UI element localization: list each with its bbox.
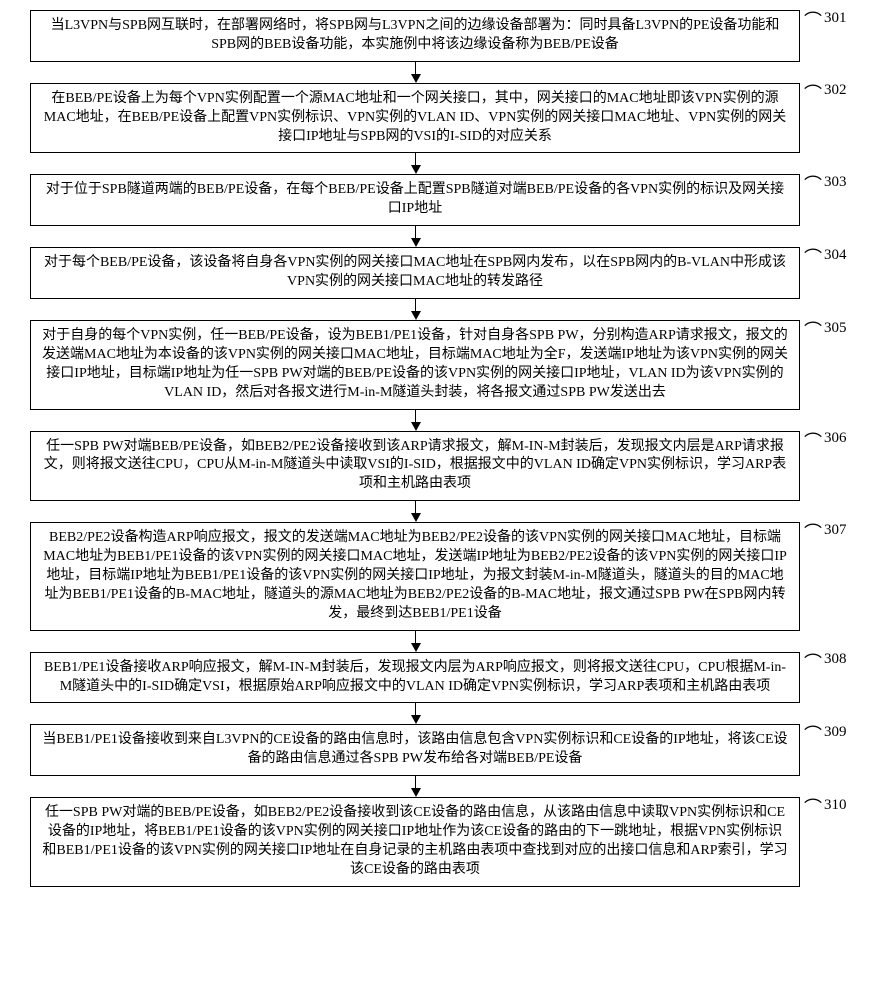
step-row-307: BEB2/PE2设备构造ARP响应报文，报文的发送端MAC地址为BEB2/PE2… <box>20 522 851 630</box>
arrow-line <box>415 410 417 422</box>
step-row-309: 当BEB1/PE1设备接收到来自L3VPN的CE设备的路由信息时，该路由信息包含… <box>20 724 851 776</box>
step-number-308: 308 <box>824 651 847 668</box>
step-label-wrap-301: ⌒301 <box>804 10 847 30</box>
step-row-301: 当L3VPN与SPB网互联时，在部署网络时，将SPB网与L3VPN之间的边缘设备… <box>20 10 851 62</box>
arrow-down-icon <box>411 226 421 247</box>
brace-icon: ⌒ <box>804 726 822 744</box>
arrow-down-icon <box>411 299 421 320</box>
step-number-307: 307 <box>824 522 847 539</box>
arrow-head-icon <box>411 788 421 797</box>
step-number-310: 310 <box>824 797 847 814</box>
brace-icon: ⌒ <box>804 12 822 30</box>
arrow-head-icon <box>411 311 421 320</box>
step-number-304: 304 <box>824 247 847 264</box>
step-number-306: 306 <box>824 430 847 447</box>
step-label-wrap-302: ⌒302 <box>804 83 847 103</box>
step-row-302: 在BEB/PE设备上为每个VPN实例配置一个源MAC地址和一个网关接口，其中，网… <box>20 83 851 154</box>
step-box-305: 对于自身的每个VPN实例，任一BEB/PE设备，设为BEB1/PE1设备，针对自… <box>30 320 800 410</box>
step-box-308: BEB1/PE1设备接收ARP响应报文，解M-IN-M封装后，发现报文内层为AR… <box>30 652 800 704</box>
step-label-wrap-305: ⌒305 <box>804 320 847 340</box>
step-box-310: 任一SPB PW对端的BEB/PE设备，如BEB2/PE2设备接收到该CE设备的… <box>30 797 800 887</box>
step-row-303: 对于位于SPB隧道两端的BEB/PE设备，在每个BEB/PE设备上配置SPB隧道… <box>20 174 851 226</box>
step-label-wrap-310: ⌒310 <box>804 797 847 817</box>
step-row-306: 任一SPB PW对端BEB/PE设备，如BEB2/PE2设备接收到该ARP请求报… <box>20 431 851 502</box>
arrow-down-icon <box>411 501 421 522</box>
step-box-307: BEB2/PE2设备构造ARP响应报文，报文的发送端MAC地址为BEB2/PE2… <box>30 522 800 630</box>
brace-icon: ⌒ <box>804 799 822 817</box>
flowchart-container: 当L3VPN与SPB网互联时，在部署网络时，将SPB网与L3VPN之间的边缘设备… <box>20 10 851 887</box>
arrow-head-icon <box>411 513 421 522</box>
step-box-303: 对于位于SPB隧道两端的BEB/PE设备，在每个BEB/PE设备上配置SPB隧道… <box>30 174 800 226</box>
brace-icon: ⌒ <box>804 524 822 542</box>
arrow-line <box>415 62 417 74</box>
brace-icon: ⌒ <box>804 85 822 103</box>
arrow-head-icon <box>411 422 421 431</box>
arrow-down-icon <box>411 631 421 652</box>
step-label-wrap-309: ⌒309 <box>804 724 847 744</box>
arrow-down-icon <box>411 153 421 174</box>
arrow-line <box>415 631 417 643</box>
arrow-head-icon <box>411 238 421 247</box>
step-number-302: 302 <box>824 82 847 99</box>
step-number-303: 303 <box>824 174 847 191</box>
step-row-305: 对于自身的每个VPN实例，任一BEB/PE设备，设为BEB1/PE1设备，针对自… <box>20 320 851 410</box>
step-box-302: 在BEB/PE设备上为每个VPN实例配置一个源MAC地址和一个网关接口，其中，网… <box>30 83 800 154</box>
step-label-wrap-304: ⌒304 <box>804 247 847 267</box>
arrow-line <box>415 153 417 165</box>
brace-icon: ⌒ <box>804 433 822 451</box>
step-box-309: 当BEB1/PE1设备接收到来自L3VPN的CE设备的路由信息时，该路由信息包含… <box>30 724 800 776</box>
arrow-down-icon <box>411 410 421 431</box>
arrow-head-icon <box>411 715 421 724</box>
arrow-line <box>415 299 417 311</box>
arrow-line <box>415 703 417 715</box>
brace-icon: ⌒ <box>804 176 822 194</box>
step-label-wrap-308: ⌒308 <box>804 652 847 672</box>
step-number-309: 309 <box>824 724 847 741</box>
arrow-down-icon <box>411 62 421 83</box>
step-label-wrap-306: ⌒306 <box>804 431 847 451</box>
step-row-308: BEB1/PE1设备接收ARP响应报文，解M-IN-M封装后，发现报文内层为AR… <box>20 652 851 704</box>
brace-icon: ⌒ <box>804 654 822 672</box>
arrow-line <box>415 226 417 238</box>
step-label-wrap-307: ⌒307 <box>804 522 847 542</box>
arrow-down-icon <box>411 703 421 724</box>
arrow-head-icon <box>411 165 421 174</box>
step-number-301: 301 <box>824 10 847 27</box>
arrow-down-icon <box>411 776 421 797</box>
arrow-head-icon <box>411 74 421 83</box>
arrow-line <box>415 776 417 788</box>
step-number-305: 305 <box>824 320 847 337</box>
step-box-304: 对于每个BEB/PE设备，该设备将自身各VPN实例的网关接口MAC地址在SPB网… <box>30 247 800 299</box>
step-row-304: 对于每个BEB/PE设备，该设备将自身各VPN实例的网关接口MAC地址在SPB网… <box>20 247 851 299</box>
brace-icon: ⌒ <box>804 322 822 340</box>
brace-icon: ⌒ <box>804 249 822 267</box>
arrow-line <box>415 501 417 513</box>
step-label-wrap-303: ⌒303 <box>804 174 847 194</box>
step-box-306: 任一SPB PW对端BEB/PE设备，如BEB2/PE2设备接收到该ARP请求报… <box>30 431 800 502</box>
step-row-310: 任一SPB PW对端的BEB/PE设备，如BEB2/PE2设备接收到该CE设备的… <box>20 797 851 887</box>
step-box-301: 当L3VPN与SPB网互联时，在部署网络时，将SPB网与L3VPN之间的边缘设备… <box>30 10 800 62</box>
arrow-head-icon <box>411 643 421 652</box>
